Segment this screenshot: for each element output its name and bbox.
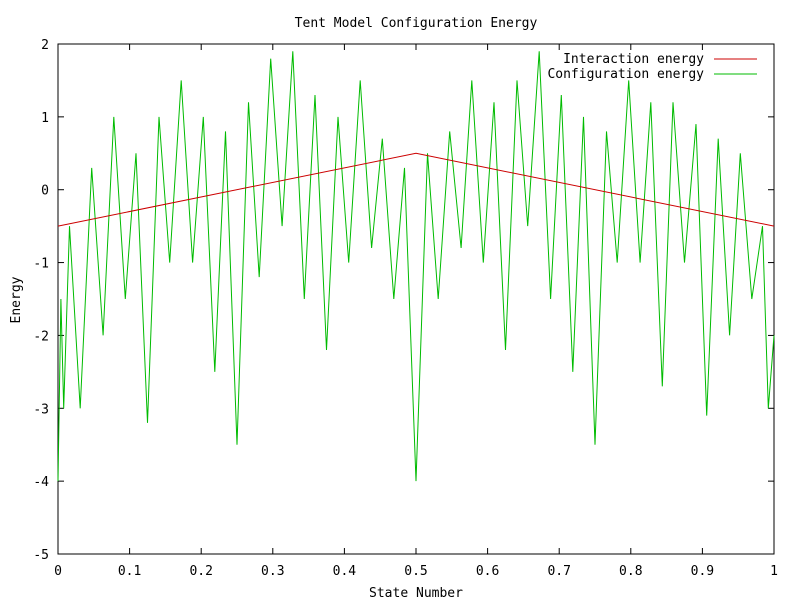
y-tick-label: -3	[33, 402, 49, 417]
y-tick-label: -5	[33, 548, 49, 563]
plot-lines	[57, 51, 775, 482]
x-tick-label: 0.5	[404, 564, 427, 579]
x-tick-label: 0.1	[118, 564, 141, 579]
x-tick-label: 0.3	[261, 564, 284, 579]
series-line-configuration-energy	[57, 51, 775, 482]
x-tick-label: 0.7	[547, 564, 570, 579]
y-tick-label: -4	[33, 475, 49, 490]
y-tick-label: 0	[41, 184, 49, 199]
axis-ticks: 0 0.1 0.2 0.3 0.4 0.5 0.6 0.7 0.8 0.9 1 -5 -4 -3 -2 -1 0…	[33, 38, 778, 579]
x-tick-label: 0.4	[333, 564, 357, 579]
y-tick-label: 2	[41, 38, 49, 53]
legend-label-configuration: Configuration energy	[547, 67, 704, 82]
x-tick-label: 0.2	[189, 564, 212, 579]
y-tick-label: 1	[41, 111, 49, 126]
x-axis-label: State Number	[369, 586, 463, 600]
x-tick-label: 1	[770, 564, 778, 579]
x-tick-label: 0	[54, 564, 62, 579]
x-tick-label: 0.6	[476, 564, 499, 579]
series-line-interaction-energy	[57, 152, 775, 227]
x-tick-label: 0.8	[619, 564, 642, 579]
x-tick-label: 0.9	[691, 564, 714, 579]
y-tick-label: -1	[33, 257, 49, 272]
legend: Interaction energy Configuration energy	[547, 52, 757, 82]
legend-label-interaction: Interaction energy	[563, 52, 704, 67]
y-tick-label: -2	[33, 329, 49, 344]
chart-title: Tent Model Configuration Energy	[295, 16, 538, 31]
y-axis-label: Energy	[9, 276, 24, 323]
